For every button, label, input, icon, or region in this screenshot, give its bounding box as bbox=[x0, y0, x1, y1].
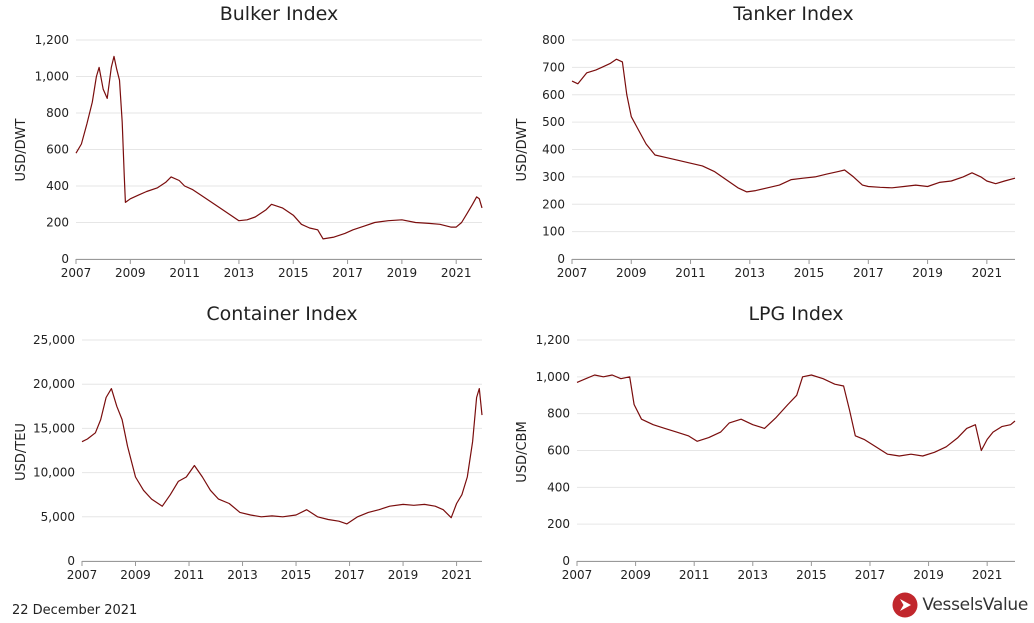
tanker-index-y-tick-label: 200 bbox=[542, 197, 565, 211]
tanker-index-y-tick-label: 0 bbox=[557, 252, 565, 266]
lpg-index-y-tick-label: 200 bbox=[547, 517, 570, 531]
bulker-index-y-tick-label: 400 bbox=[46, 179, 69, 193]
bulker-index-series-line bbox=[75, 55, 483, 240]
tanker-index-series-line bbox=[571, 58, 1016, 193]
vesselsvalue-logo-icon bbox=[892, 592, 918, 618]
bulker-index-y-tick-label: 1,200 bbox=[35, 33, 69, 47]
bulker-index-chart: 0 200 400 600 800 1,000 1,200 2007 2009 2011 2013 2… bbox=[14, 3, 483, 280]
tanker-index-y-tick-label: 100 bbox=[542, 225, 565, 239]
lpg-index-x-tick-label: 2009 bbox=[620, 568, 651, 582]
lpg-index-y-tick-label: 0 bbox=[562, 554, 570, 568]
container-index-y-tick-label: 5,000 bbox=[41, 510, 75, 524]
bulker-index-y-axis-title: USD/DWT bbox=[14, 118, 29, 181]
tanker-index-x-tick-label: 2021 bbox=[972, 266, 1003, 280]
report-date: 22 December 2021 bbox=[12, 603, 138, 618]
bulker-index-x-tick-label: 2015 bbox=[278, 266, 309, 280]
tanker-index-x-tick-label: 2011 bbox=[675, 266, 706, 280]
tanker-index-x-tick-label: 2009 bbox=[616, 266, 647, 280]
container-index-series-line bbox=[81, 388, 483, 525]
container-index-y-tick-label: 10,000 bbox=[33, 466, 75, 480]
lpg-index-chart: 0 200 400 600 800 1,000 1,200 2007 2009 2011 2013 2… bbox=[515, 303, 1016, 582]
lpg-index-x-tick-label: 2007 bbox=[562, 568, 593, 582]
bulker-index-x-tick-label: 2007 bbox=[61, 266, 92, 280]
bulker-index-y-tick-label: 0 bbox=[61, 252, 69, 266]
tanker-index-x-tick-label: 2019 bbox=[912, 266, 943, 280]
tanker-index-y-tick-label: 300 bbox=[542, 170, 565, 184]
lpg-index-y-tick-label: 400 bbox=[547, 480, 570, 494]
bulker-index-x-tick-label: 2021 bbox=[441, 266, 472, 280]
tanker-index-y-tick-label: 500 bbox=[542, 115, 565, 129]
lpg-index-x-tick-label: 2013 bbox=[738, 568, 769, 582]
bulker-index-x-tick-label: 2011 bbox=[169, 266, 200, 280]
container-index-x-tick-label: 2009 bbox=[120, 568, 151, 582]
bulker-index-title: Bulker Index bbox=[220, 3, 339, 25]
container-index-y-tick-label: 0 bbox=[67, 554, 75, 568]
container-index-title: Container Index bbox=[206, 303, 357, 325]
container-index-x-tick-label: 2007 bbox=[67, 568, 98, 582]
tanker-index-y-tick-label: 400 bbox=[542, 143, 565, 157]
lpg-index-y-tick-label: 600 bbox=[547, 444, 570, 458]
tanker-index-y-axis-title: USD/DWT bbox=[515, 118, 530, 181]
container-index-y-tick-label: 15,000 bbox=[33, 421, 75, 435]
lpg-index-y-tick-label: 1,200 bbox=[536, 333, 570, 347]
lpg-index-y-axis-title: USD/CBM bbox=[515, 421, 530, 482]
tanker-index-x-tick-label: 2015 bbox=[794, 266, 825, 280]
lpg-index-title: LPG Index bbox=[748, 303, 843, 325]
container-index-x-tick-label: 2019 bbox=[388, 568, 419, 582]
tanker-index-x-tick-label: 2013 bbox=[735, 266, 766, 280]
container-index-x-tick-label: 2013 bbox=[227, 568, 258, 582]
container-index-y-axis-title: USD/TEU bbox=[14, 423, 29, 481]
bulker-index-y-tick-label: 200 bbox=[46, 216, 69, 230]
bulker-index-x-tick-label: 2019 bbox=[387, 266, 418, 280]
lpg-index-x-tick-label: 2017 bbox=[855, 568, 886, 582]
tanker-index-x-tick-label: 2007 bbox=[557, 266, 588, 280]
bulker-index-y-tick-label: 800 bbox=[46, 106, 69, 120]
lpg-index-x-tick-label: 2015 bbox=[796, 568, 827, 582]
tanker-index-title: Tanker Index bbox=[732, 3, 853, 25]
lpg-index-series-line bbox=[576, 374, 1016, 457]
lpg-index-y-tick-label: 800 bbox=[547, 407, 570, 421]
tanker-index-y-tick-label: 600 bbox=[542, 88, 565, 102]
tanker-index-chart: 0 100 200 300 400 500 600 700 800 2007 2009 2011 201… bbox=[515, 3, 1016, 280]
tanker-index-y-tick-label: 800 bbox=[542, 33, 565, 47]
bulker-index-x-tick-label: 2017 bbox=[332, 266, 363, 280]
container-index-chart: 0 5,000 10,000 15,000 20,000 25,000 2007 2009 20… bbox=[14, 303, 483, 582]
tanker-index-y-tick-label: 700 bbox=[542, 60, 565, 74]
bulker-index-y-tick-label: 1,000 bbox=[35, 70, 69, 84]
container-index-x-tick-label: 2021 bbox=[441, 568, 472, 582]
container-index-y-tick-label: 25,000 bbox=[33, 333, 75, 347]
container-index-y-tick-label: 20,000 bbox=[33, 377, 75, 391]
lpg-index-x-tick-label: 2019 bbox=[913, 568, 944, 582]
brand-logo: VesselsValue bbox=[892, 592, 1028, 618]
lpg-index-x-tick-label: 2021 bbox=[972, 568, 1003, 582]
bulker-index-x-tick-label: 2013 bbox=[224, 266, 255, 280]
tanker-index-x-tick-label: 2017 bbox=[853, 266, 884, 280]
lpg-index-y-tick-label: 1,000 bbox=[536, 370, 570, 384]
container-index-x-tick-label: 2015 bbox=[281, 568, 312, 582]
bulker-index-x-tick-label: 2009 bbox=[115, 266, 146, 280]
container-index-x-tick-label: 2017 bbox=[334, 568, 365, 582]
bulker-index-y-tick-label: 600 bbox=[46, 143, 69, 157]
container-index-x-tick-label: 2011 bbox=[174, 568, 205, 582]
brand-name: VesselsValue bbox=[922, 595, 1028, 615]
lpg-index-x-tick-label: 2011 bbox=[679, 568, 710, 582]
